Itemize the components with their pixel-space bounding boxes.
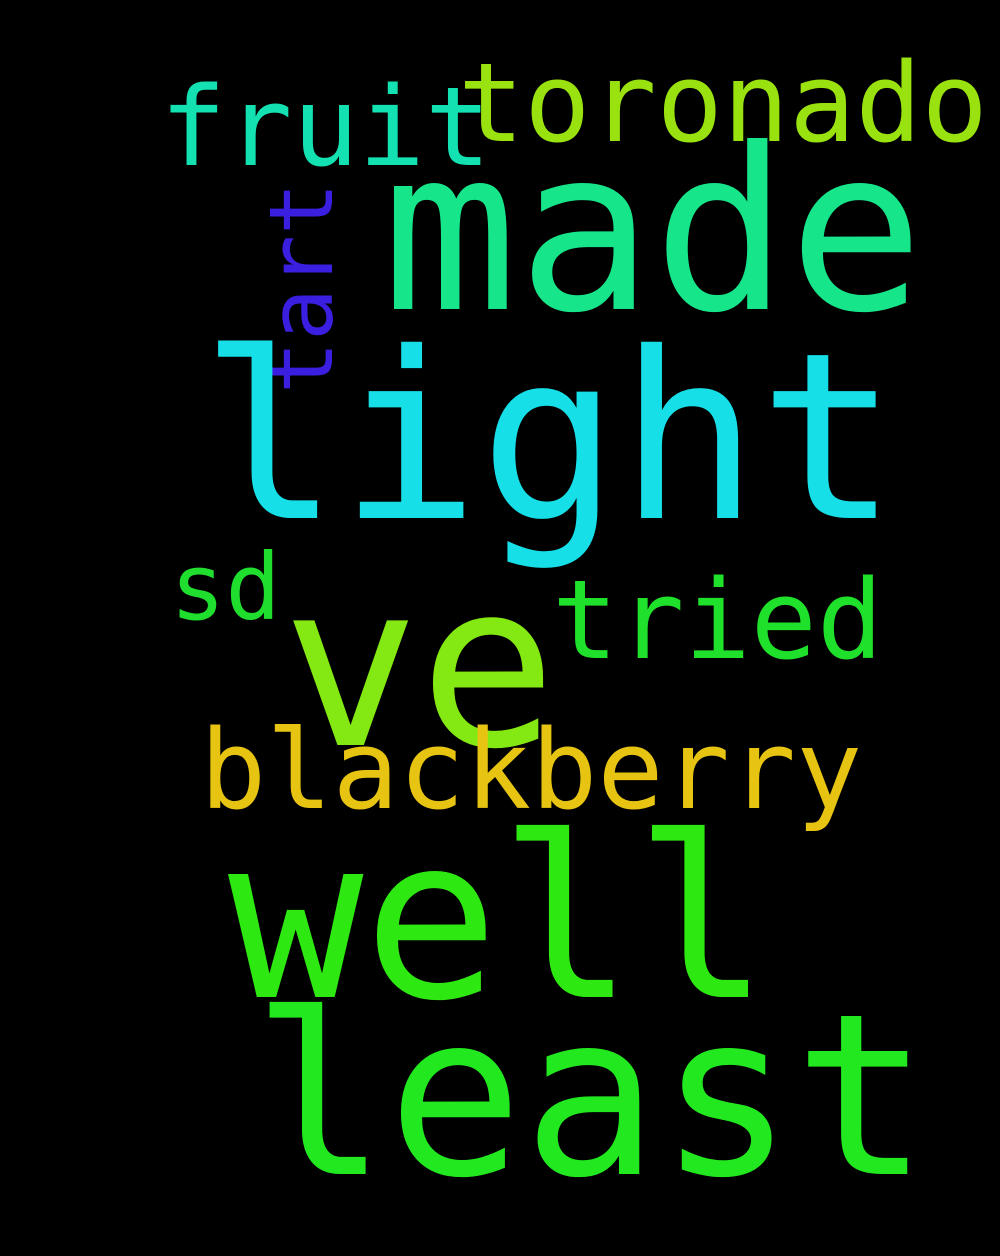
word-ve: ve [282,533,557,799]
word-toronado: toronado [458,39,988,167]
word-tried: tried [552,556,884,684]
word-fruit: fruit [160,63,492,191]
word-blackberry: blackberry [200,706,863,834]
word-light: light [200,303,899,573]
word-well: well [228,789,770,1051]
word-sd: sd [170,534,281,641]
word-least: least [252,966,930,1228]
word-made: made [382,101,924,363]
